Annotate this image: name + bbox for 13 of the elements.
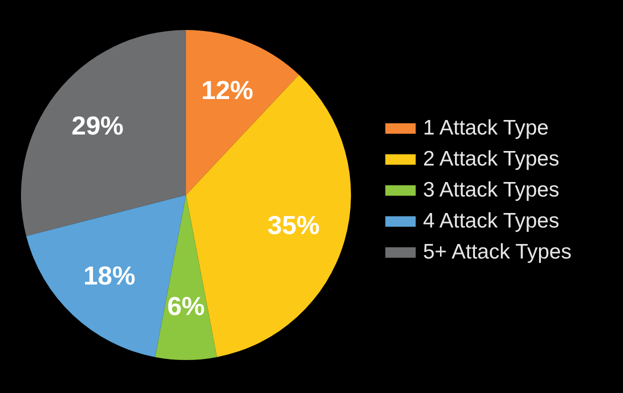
data-label: 6% (167, 291, 205, 321)
legend-label: 1 Attack Type (423, 116, 549, 140)
pie-slice (155, 195, 217, 360)
pie-slice (186, 30, 299, 195)
legend-label: 4 Attack Types (423, 210, 560, 232)
data-label: 35% (268, 210, 320, 240)
data-label: 18% (83, 260, 136, 291)
legend-label: 2 Attack Types (423, 148, 560, 170)
pie-slice (21, 30, 186, 236)
data-label: 29% (71, 110, 124, 140)
legend-label: 3 Attack Types (423, 178, 560, 202)
legend-label: 5+ Attack Types (423, 240, 572, 264)
data-label: 12% (201, 74, 254, 105)
